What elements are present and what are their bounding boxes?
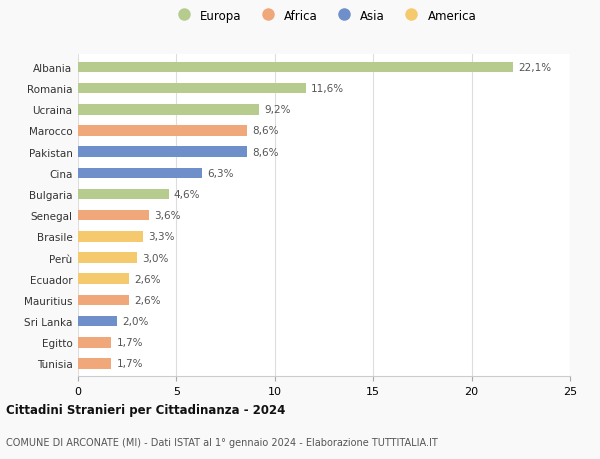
Bar	[78, 316, 118, 327]
Text: 22,1%: 22,1%	[518, 63, 551, 73]
Bar	[78, 358, 112, 369]
Bar	[78, 210, 149, 221]
Text: COMUNE DI ARCONATE (MI) - Dati ISTAT al 1° gennaio 2024 - Elaborazione TUTTITALI: COMUNE DI ARCONATE (MI) - Dati ISTAT al …	[6, 437, 438, 447]
Bar	[78, 232, 143, 242]
Text: 2,0%: 2,0%	[122, 316, 149, 326]
Bar	[78, 295, 129, 306]
Text: 1,7%: 1,7%	[116, 358, 143, 369]
Bar	[78, 147, 247, 157]
Bar	[78, 84, 306, 94]
Text: 3,3%: 3,3%	[148, 232, 175, 242]
Bar	[78, 126, 247, 136]
Bar	[78, 189, 169, 200]
Text: Cittadini Stranieri per Cittadinanza - 2024: Cittadini Stranieri per Cittadinanza - 2…	[6, 403, 286, 416]
Text: 8,6%: 8,6%	[252, 147, 278, 157]
Bar	[78, 253, 137, 263]
Text: 4,6%: 4,6%	[173, 190, 200, 200]
Bar	[78, 337, 112, 348]
Text: 2,6%: 2,6%	[134, 274, 161, 284]
Text: 8,6%: 8,6%	[252, 126, 278, 136]
Text: 3,0%: 3,0%	[142, 253, 169, 263]
Text: 6,3%: 6,3%	[207, 168, 233, 179]
Bar	[78, 168, 202, 179]
Text: 2,6%: 2,6%	[134, 295, 161, 305]
Legend: Europa, Africa, Asia, America: Europa, Africa, Asia, America	[172, 10, 476, 22]
Text: 3,6%: 3,6%	[154, 211, 180, 221]
Bar	[78, 274, 129, 285]
Bar	[78, 62, 513, 73]
Text: 1,7%: 1,7%	[116, 337, 143, 347]
Text: 9,2%: 9,2%	[264, 105, 290, 115]
Bar	[78, 105, 259, 115]
Text: 11,6%: 11,6%	[311, 84, 344, 94]
